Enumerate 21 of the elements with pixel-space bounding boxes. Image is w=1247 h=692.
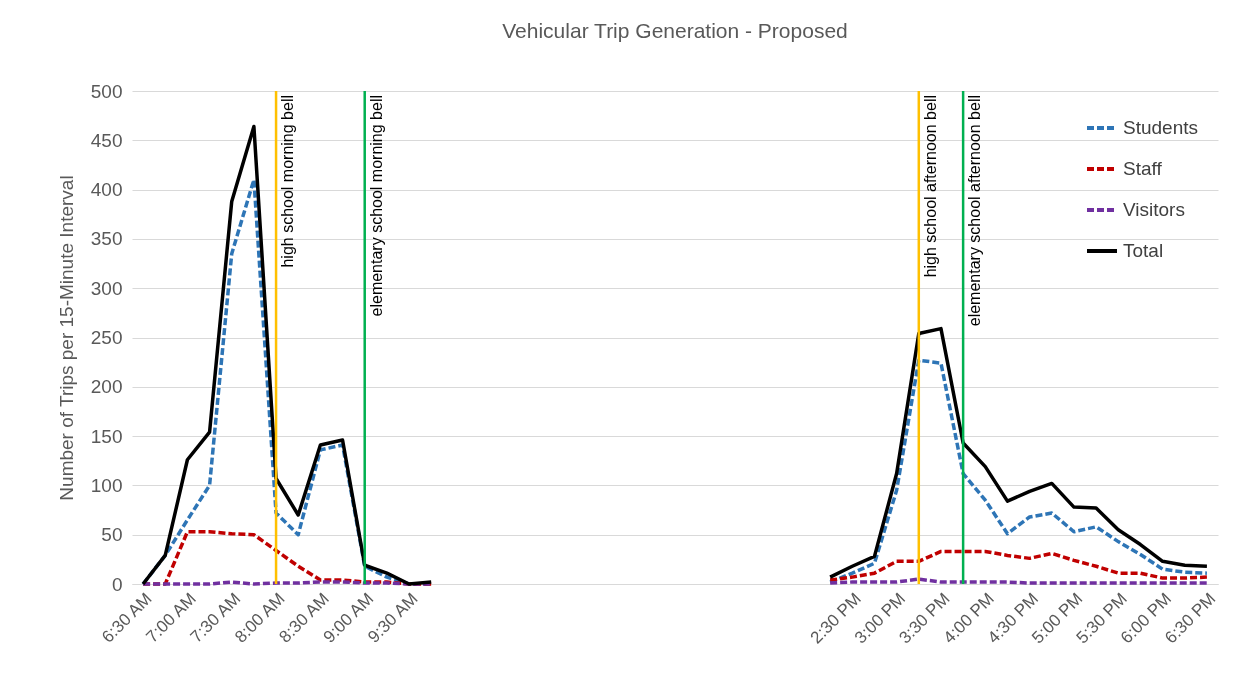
y-tick-label: 350 (90, 228, 123, 250)
ref-line-label: high school afternoon bell (921, 95, 939, 278)
y-tick-label: 100 (90, 474, 123, 496)
ref-line-label: elementary school afternoon bell (966, 95, 984, 327)
y-tick-label: 150 (90, 425, 123, 447)
chart-title: Vehicular Trip Generation - Proposed (502, 19, 848, 42)
y-tick-label: 400 (90, 179, 123, 201)
y-tick-label: 50 (101, 524, 123, 546)
y-tick-label: 300 (90, 277, 123, 299)
legend-label: Staff (1123, 158, 1163, 179)
y-tick-label: 500 (90, 80, 123, 102)
legend-label: Total (1123, 240, 1164, 261)
y-axis-title: Number of Trips per 15-Minute Interval (55, 175, 77, 501)
ref-line-label: high school morning bell (279, 95, 297, 268)
legend-label: Visitors (1123, 199, 1185, 220)
y-tick-label: 200 (90, 376, 123, 398)
y-tick-label: 0 (111, 573, 123, 595)
legend-label: Students (1123, 117, 1198, 138)
y-tick-label: 450 (90, 129, 123, 151)
ref-line-label: elementary school morning bell (367, 95, 385, 317)
y-tick-label: 250 (90, 327, 123, 348)
